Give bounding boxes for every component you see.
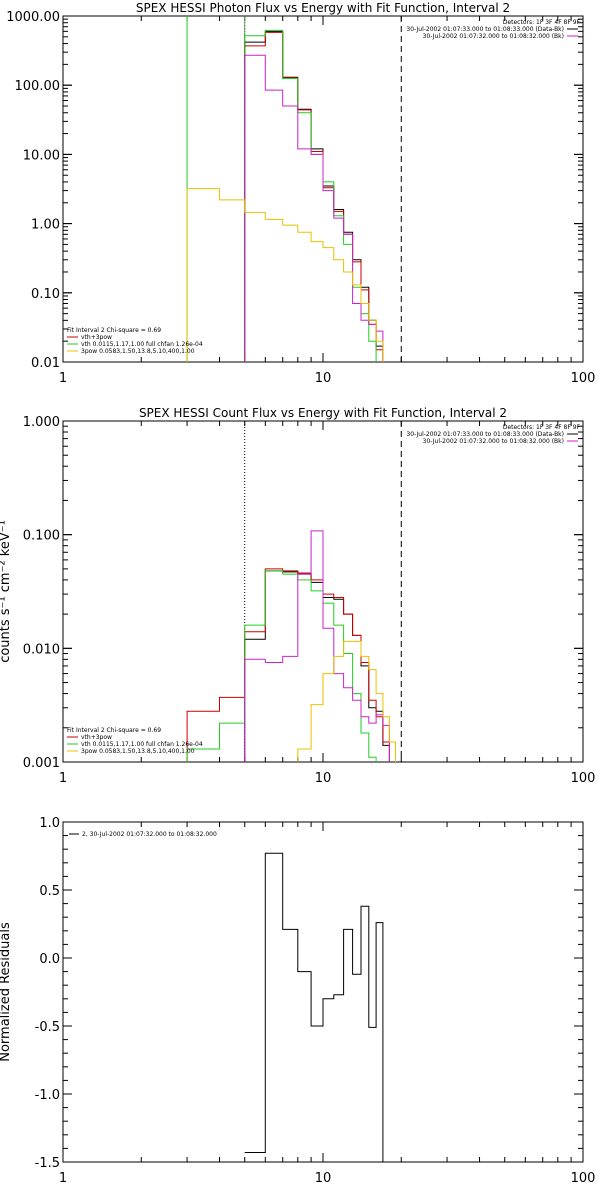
- series-red: [186, 568, 390, 762]
- plot-area: [186, 421, 402, 762]
- fit-legend-line: vth 0.0115,1.17,1.00 full chfan 1.26e-04: [81, 341, 203, 348]
- y-tick-label: -1.0: [35, 1088, 60, 1103]
- y-tick-label: 1.0: [39, 816, 60, 831]
- panel-3: 1 10 100 -1.5 -1.0 -0.5 0.0 0.5 1.0 Normalized Re…: [0, 816, 595, 1186]
- x-tick-label: 100: [571, 371, 596, 386]
- y-tick-label: 1.00: [31, 218, 60, 233]
- x-tick-label: 1: [59, 771, 67, 786]
- y-tick-label: 1000.00: [6, 10, 60, 25]
- x-tick-label: 10: [315, 771, 332, 786]
- y-tick-label: -0.5: [35, 1020, 60, 1035]
- header-line: 30-Jul-2002 01:07:32.000 to 01:08:32.000…: [423, 33, 564, 40]
- y-tick-label: 0.010: [23, 642, 60, 657]
- y-tick-label: 0.10: [31, 287, 60, 302]
- series-black: [244, 852, 384, 1162]
- fit-legend-line: vth+3pow: [81, 734, 112, 741]
- legend-entry: 2, 30-Jul-2002 01:07:32.000 to 01:08:32.…: [82, 831, 217, 838]
- fit-legend-line: 3pow 0.0583,1.50,13.8,5.10,400,1.00: [81, 348, 195, 355]
- y-tick-label: -1.5: [35, 1156, 60, 1171]
- panel-2: SPEX HESSI Count Flux vs Energy with Fit…: [0, 406, 595, 786]
- series-black: [244, 570, 390, 762]
- plot-area: [186, 16, 402, 362]
- series-magenta: [244, 54, 384, 362]
- fit-legend-line: Fit Interval 2 Chi-square = 0.69: [67, 727, 161, 734]
- x-tick-label: 10: [315, 1171, 332, 1186]
- header-line: Detectors: 1F 3F 4F 8F 9F: [503, 424, 581, 431]
- x-tick-label: 100: [571, 1171, 596, 1186]
- y-tick-label: 0.01: [31, 356, 60, 371]
- chart-title: SPEX HESSI Count Flux vs Energy with Fit…: [139, 406, 507, 420]
- y-tick-label: 0.001: [23, 756, 60, 771]
- fit-legend-line: 3pow 0.0583,1.50,13.8,5.10,400,1.00: [81, 748, 195, 755]
- plot-frame: [62, 821, 584, 1163]
- y-tick-label: 100.00: [15, 79, 61, 94]
- y-tick-label: 10.00: [23, 148, 60, 163]
- series-green: [186, 570, 377, 762]
- y-tick-label: 0.100: [23, 529, 60, 544]
- header-line: Detectors: 1F 3F 4F 8F 9F: [503, 19, 581, 26]
- header-line: 30-Jul-2002 01:07:32.000 to 01:08:32.000…: [423, 438, 564, 445]
- y-axis-label: counts s⁻¹ cm⁻² keV⁻¹: [0, 520, 13, 663]
- fit-legend-line: vth+3pow: [81, 334, 112, 341]
- series-yellow: [297, 640, 396, 762]
- y-tick-label: 0.0: [39, 952, 60, 967]
- x-tick-label: 1: [59, 371, 67, 386]
- y-axis-label: Normalized Residuals: [0, 922, 13, 1062]
- x-tick-label: 10: [315, 371, 332, 386]
- fit-legend-line: Fit Interval 2 Chi-square = 0.69: [67, 327, 161, 334]
- y-tick-label: 0.5: [39, 884, 60, 899]
- header-line: 30-Jul-2002 01:07:33.000 to 01:08:33.000…: [406, 431, 564, 438]
- fit-legend-line: vth 0.0115,1.17,1.00 full chfan 1.26e-04: [81, 741, 203, 748]
- y-tick-label: 1.000: [23, 415, 60, 430]
- x-tick-label: 1: [59, 1171, 67, 1186]
- header-line: 30-Jul-2002 01:07:33.000 to 01:08:33.000…: [406, 26, 564, 33]
- series-magenta: [244, 530, 390, 762]
- plot-area: [244, 852, 384, 1162]
- series-yellow: [186, 188, 384, 362]
- panel-1: SPEX HESSI Photon Flux vs Energy with Fi…: [6, 1, 595, 386]
- chart-title: SPEX HESSI Photon Flux vs Energy with Fi…: [136, 1, 510, 15]
- x-tick-label: 100: [571, 771, 596, 786]
